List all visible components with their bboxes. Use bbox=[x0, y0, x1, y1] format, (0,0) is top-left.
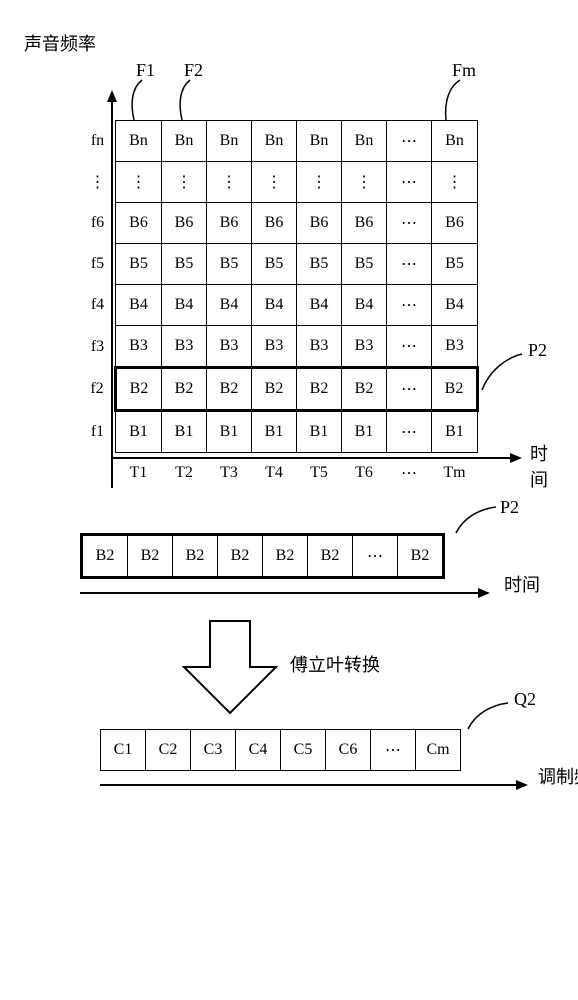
grid-cell: B4 bbox=[432, 285, 478, 326]
grid-cell: B6 bbox=[342, 203, 387, 244]
seq-cell: B2 bbox=[263, 535, 308, 578]
grid-cell: B1 bbox=[162, 411, 207, 453]
grid-cell: Bn bbox=[297, 121, 342, 162]
grid-cell: ⋮ bbox=[116, 162, 162, 203]
grid-cell: ⋯ bbox=[387, 411, 432, 453]
grid-cell: B3 bbox=[116, 326, 162, 368]
result-cell: C5 bbox=[281, 730, 326, 771]
x-axis-arrow-seq bbox=[80, 581, 500, 605]
grid-cell: B2 bbox=[432, 368, 478, 411]
grid-cell: B6 bbox=[297, 203, 342, 244]
grid-cell: B4 bbox=[162, 285, 207, 326]
x-axis-arrow-result bbox=[100, 773, 540, 797]
grid-cell: B4 bbox=[207, 285, 252, 326]
grid-cell: B5 bbox=[432, 244, 478, 285]
grid-cell: B2 bbox=[252, 368, 297, 411]
grid-cell: B6 bbox=[116, 203, 162, 244]
grid-cell: B5 bbox=[297, 244, 342, 285]
seq-cell: B2 bbox=[173, 535, 218, 578]
grid-cell: B3 bbox=[252, 326, 297, 368]
grid-cell: B3 bbox=[207, 326, 252, 368]
grid-cell: B4 bbox=[116, 285, 162, 326]
grid-cell: ⋮ bbox=[162, 162, 207, 203]
spectrogram-chart: F1 F2 Fm fnBnBnBnBnBnBn⋯Bn⋮⋮⋮⋮⋮⋮⋮⋯⋮f6B6B… bbox=[40, 60, 558, 493]
grid-cell: B3 bbox=[162, 326, 207, 368]
grid-cell: ⋮ bbox=[252, 162, 297, 203]
seq-cell: B2 bbox=[218, 535, 263, 578]
grid-cell: B2 bbox=[297, 368, 342, 411]
grid-cell: B3 bbox=[342, 326, 387, 368]
spectrogram-grid: fnBnBnBnBnBnBn⋯Bn⋮⋮⋮⋮⋮⋮⋮⋯⋮f6B6B6B6B6B6B6… bbox=[80, 120, 479, 493]
result-block-q2: Q2 C1C2C3C4C5C6⋯Cm 调制频率 bbox=[100, 729, 558, 797]
callout-curve-q2 bbox=[462, 699, 522, 739]
grid-cell: B2 bbox=[342, 368, 387, 411]
grid-cell: Bn bbox=[252, 121, 297, 162]
seq-cell: B2 bbox=[398, 535, 444, 578]
grid-cell: B6 bbox=[207, 203, 252, 244]
transform-label: 傅立叶转换 bbox=[290, 651, 380, 677]
x-axis-label-grid: 时间 bbox=[530, 440, 558, 492]
grid-cell: ⋮ bbox=[207, 162, 252, 203]
grid-cell: B1 bbox=[297, 411, 342, 453]
callout-p2-seq: P2 bbox=[500, 497, 519, 518]
grid-cell: ⋯ bbox=[387, 162, 432, 203]
callout-p2-top: P2 bbox=[528, 340, 547, 361]
seq-cell: B2 bbox=[308, 535, 353, 578]
x-axis-label-seq: 时间 bbox=[504, 571, 540, 597]
grid-cell: B1 bbox=[207, 411, 252, 453]
grid-cell: ⋮ bbox=[432, 162, 478, 203]
grid-cell: B5 bbox=[342, 244, 387, 285]
y-axis-label: 声音频率 bbox=[24, 30, 558, 56]
grid-cell: B5 bbox=[252, 244, 297, 285]
seq-cell: ⋯ bbox=[353, 535, 398, 578]
sequence-block-p2: P2 B2B2B2B2B2B2⋯B2 时间 bbox=[80, 533, 558, 605]
grid-cell: B4 bbox=[342, 285, 387, 326]
grid-cell: B1 bbox=[252, 411, 297, 453]
x-axis-arrow-grid bbox=[112, 448, 578, 468]
grid-cell: B5 bbox=[116, 244, 162, 285]
grid-cell: B4 bbox=[297, 285, 342, 326]
grid-cell: B6 bbox=[252, 203, 297, 244]
grid-cell: B2 bbox=[207, 368, 252, 411]
sequence-q2: C1C2C3C4C5C6⋯Cm bbox=[100, 729, 461, 771]
grid-cell: ⋮ bbox=[342, 162, 387, 203]
grid-cell: Bn bbox=[207, 121, 252, 162]
grid-cell: B3 bbox=[432, 326, 478, 368]
seq-cell: B2 bbox=[128, 535, 173, 578]
result-cell: C2 bbox=[146, 730, 191, 771]
sequence-p2: B2B2B2B2B2B2⋯B2 bbox=[80, 533, 445, 579]
result-cell: Cm bbox=[416, 730, 461, 771]
grid-cell: B1 bbox=[432, 411, 478, 453]
grid-cell: B6 bbox=[432, 203, 478, 244]
result-cell: ⋯ bbox=[371, 730, 416, 771]
grid-cell: B2 bbox=[116, 368, 162, 411]
big-down-arrow bbox=[180, 617, 290, 717]
result-cell: C4 bbox=[236, 730, 281, 771]
x-axis-label-result: 调制频率 bbox=[538, 763, 578, 789]
callout-curve-p2-top bbox=[476, 350, 536, 400]
result-cell: C3 bbox=[191, 730, 236, 771]
grid-cell: ⋯ bbox=[387, 368, 432, 411]
grid-cell: B3 bbox=[297, 326, 342, 368]
grid-cell: B4 bbox=[252, 285, 297, 326]
callout-q2: Q2 bbox=[514, 689, 536, 710]
result-cell: C6 bbox=[326, 730, 371, 771]
result-cell: C1 bbox=[101, 730, 146, 771]
grid-cell: ⋯ bbox=[387, 285, 432, 326]
grid-cell: B5 bbox=[207, 244, 252, 285]
transform-arrow-block: 傅立叶转换 bbox=[180, 617, 480, 717]
grid-cell: B5 bbox=[162, 244, 207, 285]
grid-cell: B1 bbox=[342, 411, 387, 453]
grid-cell: Bn bbox=[342, 121, 387, 162]
grid-cell: B6 bbox=[162, 203, 207, 244]
grid-cell: ⋯ bbox=[387, 326, 432, 368]
seq-cell: B2 bbox=[82, 535, 128, 578]
grid-cell: ⋯ bbox=[387, 121, 432, 162]
grid-cell: ⋮ bbox=[297, 162, 342, 203]
grid-cell: B2 bbox=[162, 368, 207, 411]
grid-cell: ⋯ bbox=[387, 203, 432, 244]
y-axis-arrow bbox=[100, 90, 578, 120]
grid-cell: B1 bbox=[116, 411, 162, 453]
grid-cell: ⋯ bbox=[387, 244, 432, 285]
